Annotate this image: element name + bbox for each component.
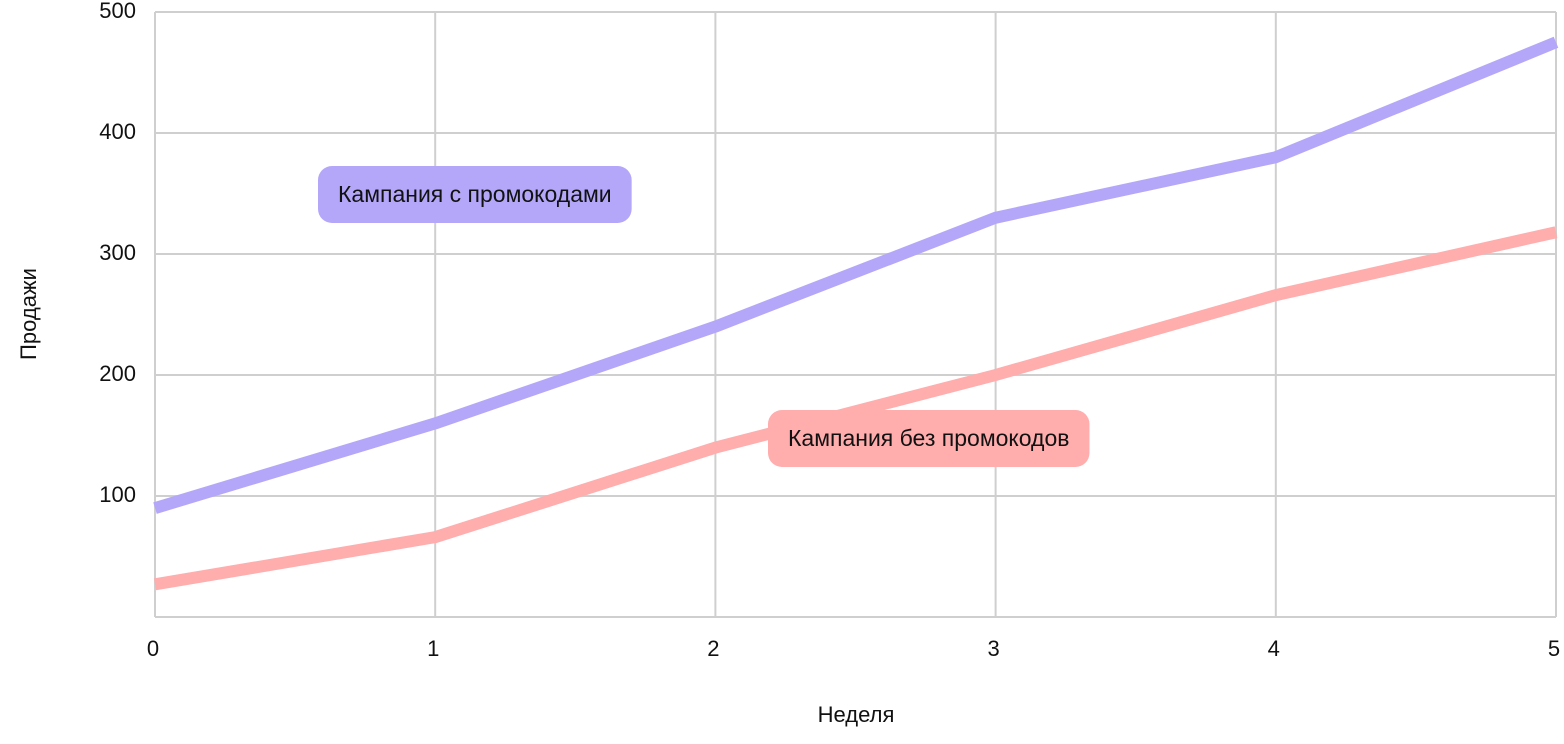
x-tick-label: 3 bbox=[987, 636, 999, 661]
x-axis-label: Неделя bbox=[818, 702, 895, 727]
x-tick-label: 5 bbox=[1548, 636, 1560, 661]
x-tick-label: 2 bbox=[707, 636, 719, 661]
y-tick-label: 500 bbox=[99, 0, 136, 23]
legend-label: Кампания без промокодов bbox=[788, 425, 1069, 451]
y-tick-label: 200 bbox=[99, 361, 136, 386]
x-tick-label: 1 bbox=[427, 636, 439, 661]
x-tick-label: 4 bbox=[1268, 636, 1280, 661]
y-tick-label: 100 bbox=[99, 482, 136, 507]
y-axis-label: Продажи bbox=[16, 268, 41, 360]
y-tick-label: 400 bbox=[99, 119, 136, 144]
legend-label: Кампания с промокодами bbox=[338, 181, 612, 207]
series-line bbox=[153, 36, 1559, 514]
y-tick-label: 300 bbox=[99, 240, 136, 265]
legend-box bbox=[768, 410, 1090, 467]
legend-box bbox=[318, 166, 632, 223]
series-line bbox=[154, 226, 1558, 591]
x-tick-label: 0 bbox=[147, 636, 159, 661]
